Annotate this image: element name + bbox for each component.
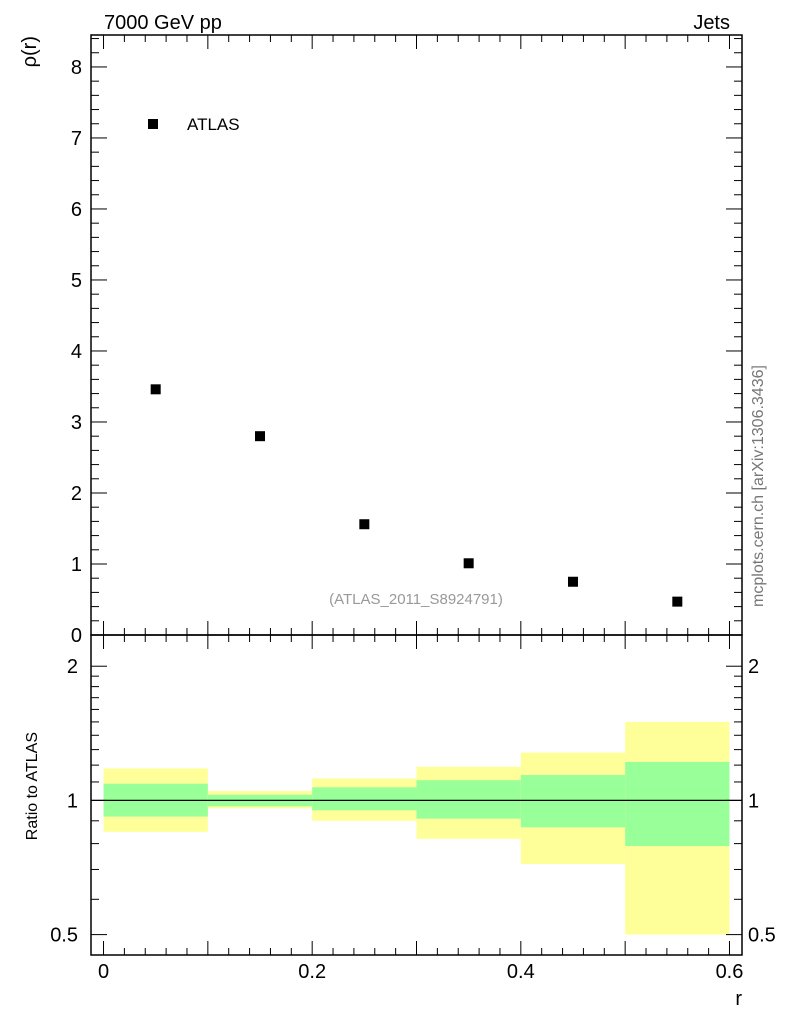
data-point-1 xyxy=(255,431,266,442)
main-y-tick-label: 5 xyxy=(71,270,82,292)
main-y-tick-label: 6 xyxy=(71,199,82,221)
ratio-inner-band-4 xyxy=(520,775,626,828)
ratio-y-tick-label: 1 xyxy=(67,790,78,812)
ratio-y-tick-label-right: 2 xyxy=(748,656,759,678)
main-y-tick-label: 4 xyxy=(71,341,82,363)
main-y-tick-label: 8 xyxy=(71,57,82,79)
data-point-0 xyxy=(150,384,161,395)
source-side-label: mcplots.cern.ch [arXiv:1306.3436] xyxy=(750,365,767,607)
data-point-4 xyxy=(567,576,578,587)
main-panel: 0 1 2 3 4 5 6 7 8 ATLAS (ATLAS_2011_S8924791) xyxy=(71,34,743,647)
ratio-y-tick-label: 0.5 xyxy=(50,925,78,947)
data-point-2 xyxy=(359,519,370,530)
ratio-y-tick-label: 2 xyxy=(67,656,78,678)
x-tick-label: 0 xyxy=(98,961,109,983)
x-tick-label: 0.6 xyxy=(716,961,744,983)
header-right-label: Jets xyxy=(693,12,730,34)
ratio-inner-band-3 xyxy=(416,780,521,819)
ratio-y-tick-label-right: 0.5 xyxy=(748,925,776,947)
ratio-inner-band-5 xyxy=(625,761,730,847)
main-y-tick-label: 7 xyxy=(71,128,82,150)
ratio-y-axis-label: Ratio to ATLAS xyxy=(24,732,41,840)
ratio-inner-band-2 xyxy=(312,787,417,811)
main-y-tick-label: 2 xyxy=(71,483,82,505)
data-point-5 xyxy=(672,596,683,607)
data-point-3 xyxy=(463,558,474,569)
main-y-axis-label: ρ(r) xyxy=(19,36,41,67)
main-y-tick-label: 0 xyxy=(71,625,82,647)
legend-label: ATLAS xyxy=(187,115,240,134)
legend-marker xyxy=(148,119,158,129)
x-tick-label: 0.2 xyxy=(298,961,326,983)
ratio-y-tick-label-right: 1 xyxy=(748,790,759,812)
main-y-tick-label: 3 xyxy=(71,412,82,434)
main-y-tick-label: 1 xyxy=(71,554,82,576)
header-left-label: 7000 GeV pp xyxy=(104,12,222,34)
x-axis-label: r xyxy=(735,988,742,1010)
analysis-label: (ATLAS_2011_S8924791) xyxy=(329,591,503,608)
ratio-panel: 0 0.2 0.4 0.60.5 0.51 12 2 xyxy=(50,634,776,983)
x-tick-label: 0.4 xyxy=(507,961,535,983)
